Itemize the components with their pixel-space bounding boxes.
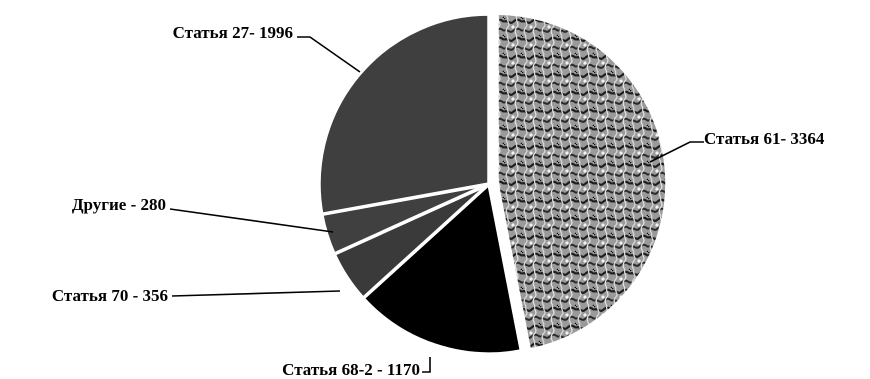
pie-slice-1 bbox=[495, 11, 669, 352]
leader-line-5 bbox=[297, 36, 361, 73]
slice-label-3: Статья 70 - 356 bbox=[52, 286, 168, 305]
pie-slice-2 bbox=[361, 182, 524, 356]
slice-label-2: Статья 68-2 - 1170 bbox=[282, 360, 420, 379]
slice-label-4: Другие - 280 bbox=[72, 195, 166, 214]
slice-label-5: Статья 27- 1996 bbox=[173, 23, 293, 42]
leader-line-1 bbox=[649, 141, 704, 163]
slice-label-1: Статья 61- 3364 bbox=[704, 129, 825, 148]
pie-slice-5 bbox=[317, 12, 491, 217]
leader-line-3 bbox=[171, 290, 341, 297]
leader-line-4 bbox=[169, 208, 334, 233]
leader-line-2 bbox=[422, 357, 431, 373]
